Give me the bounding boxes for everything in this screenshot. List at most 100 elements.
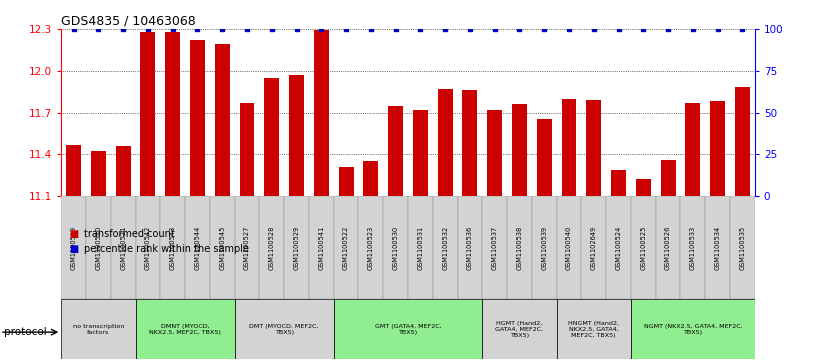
Bar <box>631 299 755 359</box>
Text: GSM1100532: GSM1100532 <box>442 226 448 270</box>
Bar <box>463 90 477 196</box>
Text: GSM1100528: GSM1100528 <box>268 225 275 270</box>
Text: GSM1100522: GSM1100522 <box>343 225 349 270</box>
Bar <box>458 196 482 299</box>
Text: GSM1100524: GSM1100524 <box>615 225 622 270</box>
Bar <box>482 299 557 359</box>
Bar <box>587 100 601 196</box>
Bar <box>185 196 210 299</box>
Bar <box>384 196 408 299</box>
Bar <box>636 179 650 196</box>
Bar <box>631 196 656 299</box>
Text: NGMT (NKX2.5, GATA4, MEF2C,
TBX5): NGMT (NKX2.5, GATA4, MEF2C, TBX5) <box>644 324 743 335</box>
Bar <box>413 110 428 196</box>
Bar <box>611 170 626 196</box>
Text: GSM1100525: GSM1100525 <box>641 225 646 270</box>
Bar <box>710 101 725 196</box>
Bar <box>235 196 259 299</box>
Bar <box>408 196 432 299</box>
Text: GSM1100521: GSM1100521 <box>120 226 126 270</box>
Text: GSM1100541: GSM1100541 <box>318 226 324 270</box>
Text: GSM1100520: GSM1100520 <box>95 225 101 270</box>
Text: protocol: protocol <box>4 327 47 337</box>
Bar <box>606 196 631 299</box>
Bar <box>507 196 532 299</box>
Bar <box>537 119 552 196</box>
Text: GSM1100543: GSM1100543 <box>170 226 175 270</box>
Bar <box>235 299 334 359</box>
Bar <box>512 104 527 196</box>
Text: GSM1100533: GSM1100533 <box>690 226 696 270</box>
Bar <box>334 299 482 359</box>
Bar <box>140 32 155 196</box>
Bar <box>388 106 403 196</box>
Bar <box>66 144 81 196</box>
Bar <box>289 75 304 196</box>
Bar <box>358 196 384 299</box>
Bar <box>432 196 458 299</box>
Bar <box>557 196 581 299</box>
Text: GSM1100542: GSM1100542 <box>145 225 151 270</box>
Bar <box>705 196 730 299</box>
Bar <box>111 196 135 299</box>
Bar <box>363 161 379 196</box>
Bar <box>190 40 205 196</box>
Text: GSM1102649: GSM1102649 <box>591 226 596 270</box>
Text: GSM1100545: GSM1100545 <box>220 225 225 270</box>
Text: DMT (MYOCD, MEF2C,
TBX5): DMT (MYOCD, MEF2C, TBX5) <box>250 324 319 335</box>
Bar <box>735 87 750 196</box>
Text: transformed count: transformed count <box>84 229 175 239</box>
Text: GSM1100540: GSM1100540 <box>566 225 572 270</box>
Text: DMNT (MYOCD,
NKX2.5, MEF2C, TBX5): DMNT (MYOCD, NKX2.5, MEF2C, TBX5) <box>149 324 221 335</box>
Text: GSM1100529: GSM1100529 <box>294 226 299 270</box>
Text: GDS4835 / 10463068: GDS4835 / 10463068 <box>61 15 196 28</box>
Text: GSM1100538: GSM1100538 <box>517 226 522 270</box>
Text: GSM1100544: GSM1100544 <box>194 225 201 270</box>
Bar <box>561 99 576 196</box>
Text: GSM1100539: GSM1100539 <box>541 226 548 270</box>
Text: GSM1100534: GSM1100534 <box>715 226 721 270</box>
Bar <box>557 299 631 359</box>
Text: ■: ■ <box>69 244 78 254</box>
Bar <box>116 146 131 196</box>
Bar <box>661 160 676 196</box>
Text: GMT (GATA4, MEF2C,
TBX5): GMT (GATA4, MEF2C, TBX5) <box>375 324 441 335</box>
Bar <box>284 196 309 299</box>
Text: GSM1100537: GSM1100537 <box>492 226 498 270</box>
Bar <box>437 89 453 196</box>
Bar <box>259 196 284 299</box>
Bar <box>240 103 255 196</box>
Bar <box>91 151 106 196</box>
Bar <box>532 196 557 299</box>
Bar <box>165 32 180 196</box>
Text: percentile rank within the sample: percentile rank within the sample <box>84 244 249 254</box>
Bar <box>685 103 700 196</box>
Text: HNGMT (Hand2,
NKX2.5, GATA4,
MEF2C, TBX5): HNGMT (Hand2, NKX2.5, GATA4, MEF2C, TBX5… <box>568 321 619 338</box>
Bar <box>487 110 502 196</box>
Bar <box>264 78 279 196</box>
Bar <box>61 196 86 299</box>
Bar <box>135 299 235 359</box>
Text: ■: ■ <box>69 229 78 239</box>
Text: GSM1100535: GSM1100535 <box>739 226 745 270</box>
Bar <box>334 196 358 299</box>
Text: GSM1100530: GSM1100530 <box>392 226 398 270</box>
Text: GSM1100523: GSM1100523 <box>368 226 374 270</box>
Bar <box>160 196 185 299</box>
Bar <box>339 167 353 196</box>
Bar <box>314 30 329 196</box>
Text: HGMT (Hand2,
GATA4, MEF2C,
TBX5): HGMT (Hand2, GATA4, MEF2C, TBX5) <box>495 321 543 338</box>
Text: GSM1100527: GSM1100527 <box>244 225 250 270</box>
Bar <box>730 196 755 299</box>
Text: GSM1100531: GSM1100531 <box>418 226 424 270</box>
Bar <box>482 196 507 299</box>
Bar <box>582 196 606 299</box>
Bar <box>215 44 229 196</box>
Bar <box>210 196 235 299</box>
Bar <box>86 196 111 299</box>
Bar <box>309 196 334 299</box>
Bar <box>61 299 135 359</box>
Bar <box>656 196 681 299</box>
Text: GSM1100536: GSM1100536 <box>467 226 473 270</box>
Bar <box>135 196 160 299</box>
